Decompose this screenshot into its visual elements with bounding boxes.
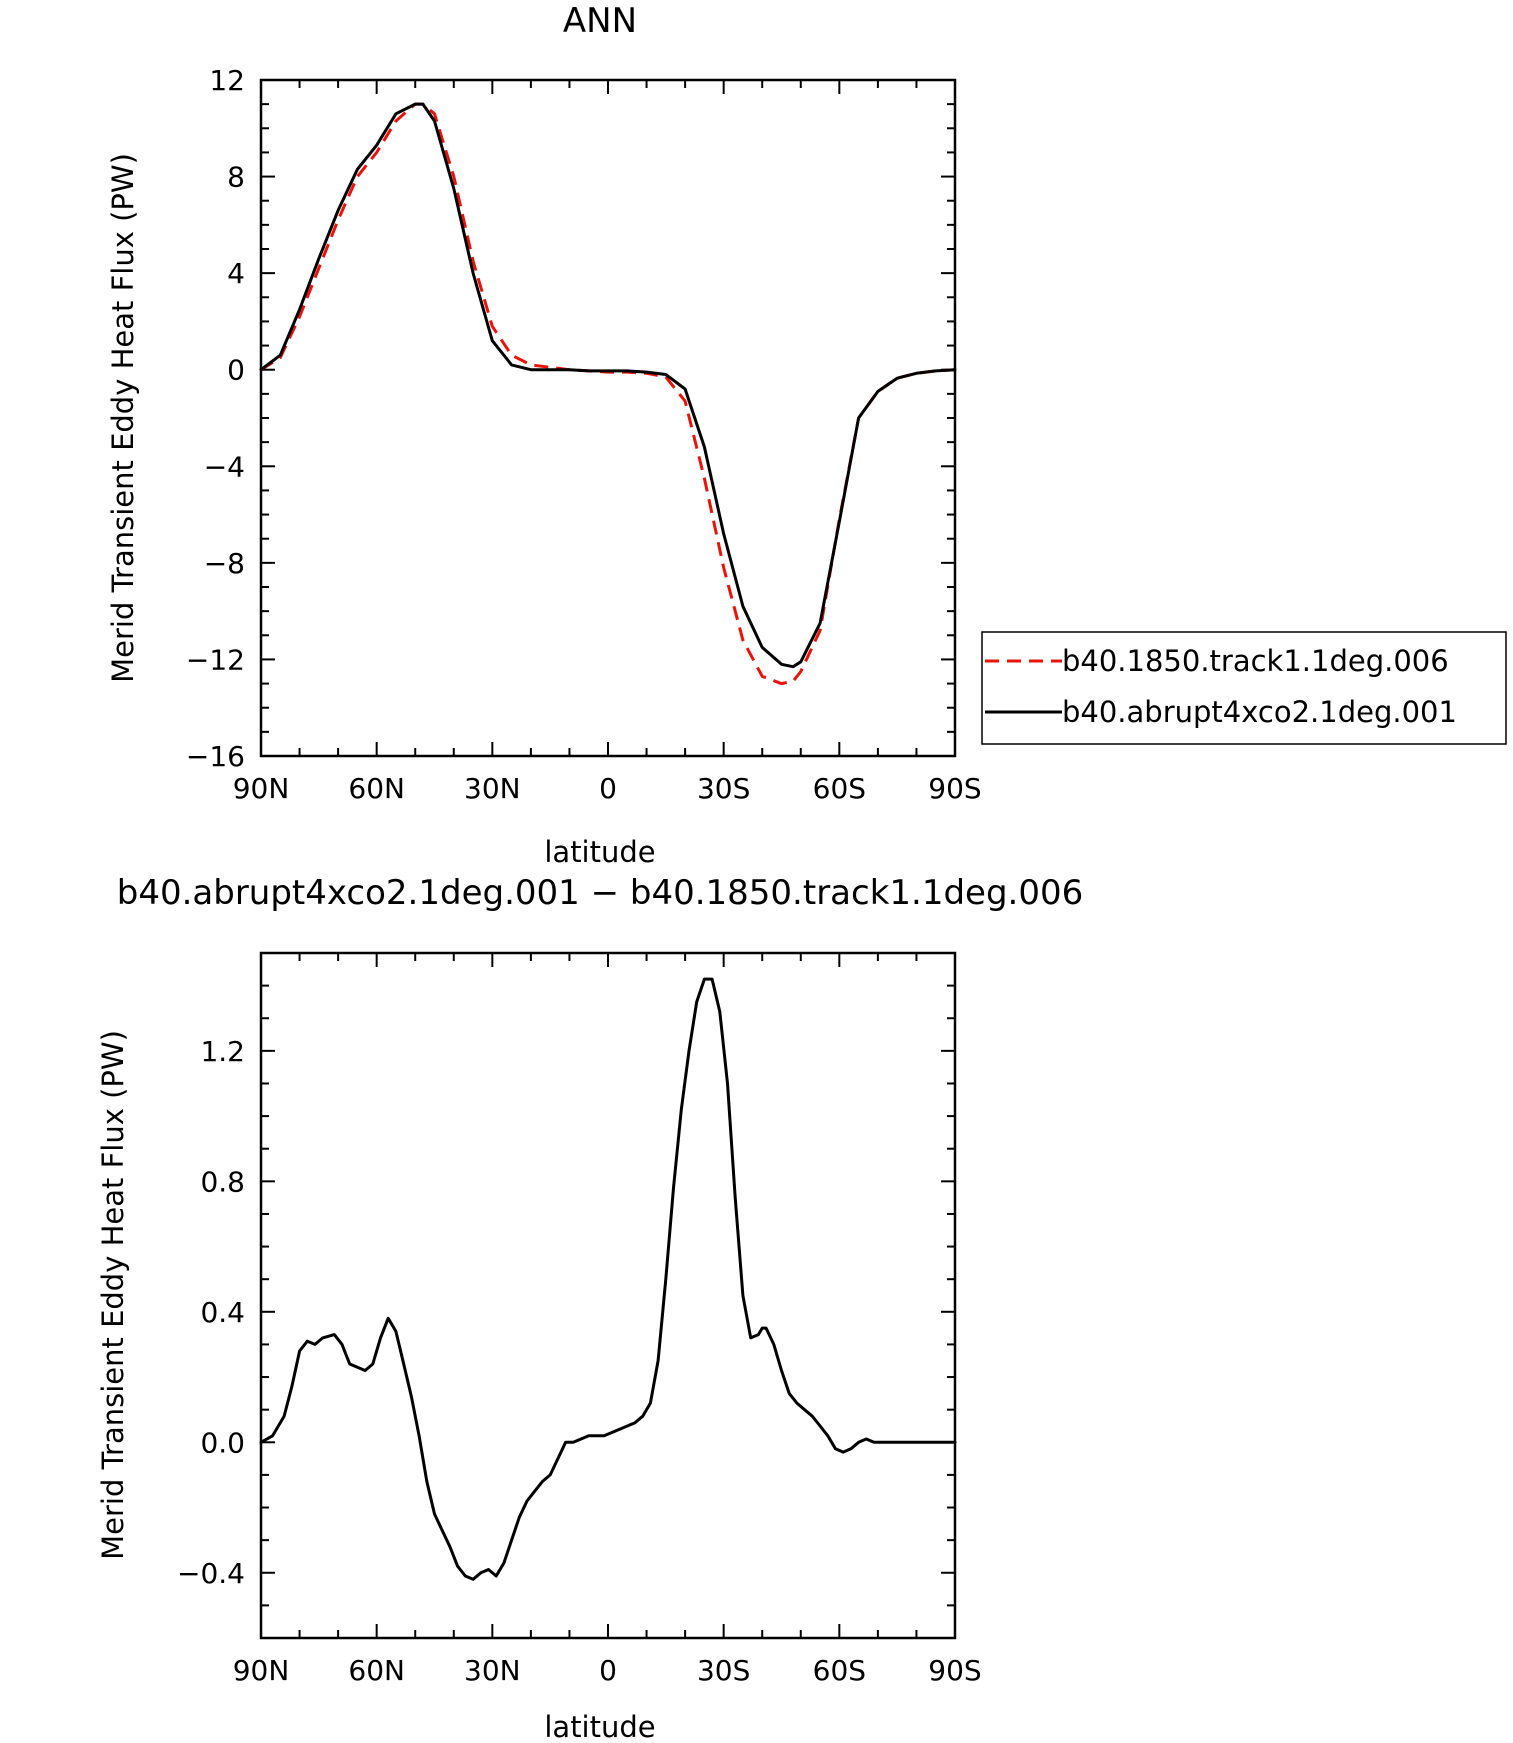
- bottom-x-tick-labels: 90N 60N 30N 0 30S 60S 90S: [233, 1654, 982, 1687]
- bottom-x-tick-label: 90N: [233, 1654, 290, 1687]
- top-y-axis-label: Merid Transient Eddy Heat Flux (PW): [106, 153, 140, 683]
- top-y-tick-label: −8: [204, 547, 245, 580]
- top-y-tick-label: 0: [227, 354, 245, 387]
- top-x-tick-label: 60N: [348, 772, 405, 805]
- bottom-y-tick-label: 0.4: [200, 1296, 245, 1329]
- bottom-y-tick-label: 1.2: [200, 1035, 245, 1068]
- bottom-y-axis-label: Merid Transient Eddy Heat Flux (PW): [96, 1030, 130, 1560]
- bottom-panel: b40.abrupt4xco2.1deg.001 − b40.1850.trac…: [96, 873, 1083, 1743]
- top-x-tick-label: 30N: [464, 772, 521, 805]
- bottom-plot-frame: [259, 951, 957, 1640]
- top-x-tick-label: 90S: [928, 772, 981, 805]
- bottom-x-tick-label: 30N: [464, 1654, 521, 1687]
- legend-label-series-1: b40.1850.track1.1deg.006: [1062, 644, 1449, 678]
- bottom-chart-title: b40.abrupt4xco2.1deg.001 − b40.1850.trac…: [117, 873, 1084, 913]
- legend: b40.1850.track1.1deg.006 b40.abrupt4xco2…: [981, 631, 1507, 745]
- top-y-tick-label: −12: [186, 643, 245, 676]
- bottom-x-tick-label: 0: [599, 1654, 617, 1687]
- bottom-y-tick-label: −0.4: [177, 1557, 245, 1590]
- legend-label-series-2: b40.abrupt4xco2.1deg.001: [1062, 695, 1457, 729]
- top-y-tick-label: 12: [209, 64, 245, 97]
- top-x-tick-label: 0: [599, 772, 617, 805]
- top-x-tick-label: 90N: [233, 772, 290, 805]
- bottom-series-line-1: [259, 977, 957, 1581]
- bottom-y-tick-labels: 1.2 0.8 0.4 0.0 −0.4: [177, 1035, 245, 1590]
- bottom-x-tick-label: 60N: [348, 1654, 405, 1687]
- bottom-x-tick-label: 90S: [928, 1654, 981, 1687]
- bottom-y-tick-label: 0.0: [200, 1426, 245, 1459]
- top-panel: ANN 90N 60N 30N 0 30S 60S 90S 12840−4−8−12−16 …: [106, 1, 1507, 869]
- bottom-y-tick-label: 0.8: [200, 1165, 245, 1198]
- bottom-x-axis-label: latitude: [544, 1710, 655, 1743]
- top-x-tick-label: 60S: [813, 772, 866, 805]
- top-series-line-2: [259, 102, 957, 669]
- top-y-tick-label: 4: [227, 257, 245, 290]
- legend-box: [981, 631, 1507, 745]
- bottom-x-tick-label: 30S: [697, 1654, 750, 1687]
- top-y-tick-labels: 12 8 4 0 −4 −8 −12 −16: [186, 64, 245, 773]
- bottom-x-tick-label: 60S: [813, 1654, 866, 1687]
- top-plot-series: [259, 102, 957, 686]
- top-x-axis-label: latitude: [544, 835, 655, 869]
- top-plot-frame: [259, 78, 957, 758]
- top-x-tick-labels: 90N 60N 30N 0 30S 60S 90S: [233, 772, 982, 805]
- top-chart-title: ANN: [563, 1, 637, 41]
- bottom-plot-series: [259, 977, 957, 1581]
- top-series-line-1: [260, 102, 956, 686]
- top-y-tick-label: −16: [186, 740, 245, 773]
- top-y-tick-label: 8: [227, 161, 245, 194]
- bottom-plot-ticks: [260, 952, 956, 1639]
- top-y-tick-label: −4: [204, 450, 245, 483]
- top-plot-ticks: [260, 79, 956, 757]
- top-x-tick-label: 30S: [697, 772, 750, 805]
